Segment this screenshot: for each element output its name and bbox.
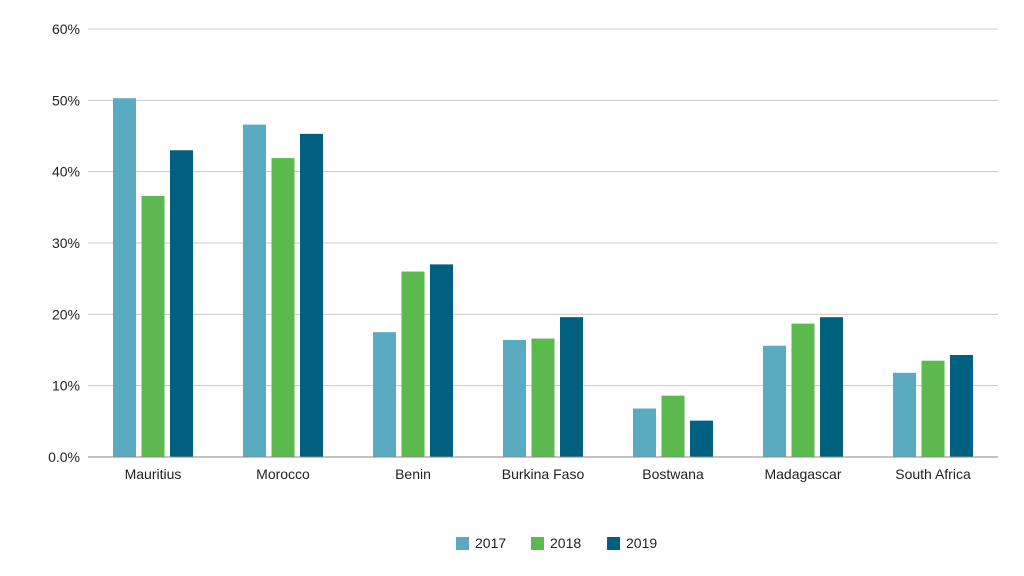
bar-2019-madagascar [820, 317, 843, 457]
bar-2018-madagascar [791, 323, 815, 457]
bar-2019-benin [430, 264, 453, 457]
bar-2019-burkina-faso [560, 317, 583, 457]
y-tick-label: 20% [52, 306, 80, 322]
bar-2018-south-africa [921, 360, 945, 457]
legend-label-2018: 2018 [550, 535, 581, 551]
bar-2018-mauritius [141, 195, 165, 458]
bar-2017-bostwana [633, 408, 656, 457]
bar-2018-bostwana [661, 395, 685, 457]
bar-2019-morocco [300, 133, 323, 458]
x-category-label: Madagascar [764, 466, 841, 482]
bar-2017-morocco [243, 124, 266, 457]
y-tick-label: 10% [52, 378, 80, 394]
y-tick-label: 40% [52, 164, 80, 180]
x-category-label: Mauritius [125, 466, 182, 482]
bar-2017-benin [373, 332, 396, 457]
bar-2017-south-africa [893, 372, 916, 457]
bars [113, 98, 973, 458]
bar-2017-burkina-faso [503, 340, 526, 457]
bar-2017-madagascar [763, 345, 786, 457]
legend-swatch-2017 [456, 537, 469, 550]
legend: 2017 2018 2019 [456, 535, 657, 551]
bar-2019-bostwana [690, 420, 713, 457]
legend-swatch-2018 [531, 537, 544, 550]
bar-2017-mauritius [113, 98, 136, 458]
y-tick-label: 50% [52, 92, 80, 108]
bar-2018-burkina-faso [531, 338, 555, 457]
bar-2018-benin [401, 271, 425, 457]
x-category-label: Burkina Faso [502, 466, 585, 482]
x-category-label: Benin [395, 466, 431, 482]
bar-2018-morocco [271, 158, 295, 457]
legend-label-2017: 2017 [475, 535, 506, 551]
y-tick-label: 60% [52, 21, 80, 37]
grid-lines [88, 28, 998, 387]
x-category-label: South Africa [895, 466, 971, 482]
bar-2019-south-africa [950, 354, 973, 457]
bar-2019-mauritius [170, 150, 193, 457]
x-category-label: Bostwana [642, 466, 704, 482]
x-category-label: Morocco [256, 466, 310, 482]
y-tick-label: 0.0% [48, 449, 80, 465]
y-tick-label: 30% [52, 235, 80, 251]
legend-swatch-2019 [607, 537, 620, 550]
x-axis-categories: Mauritius Morocco Benin Burkina Faso Bostwan… [125, 466, 971, 482]
legend-label-2019: 2019 [626, 535, 657, 551]
y-axis-ticks: 0.0% 10% 20% 30% 40% 50% 60% [48, 21, 80, 465]
